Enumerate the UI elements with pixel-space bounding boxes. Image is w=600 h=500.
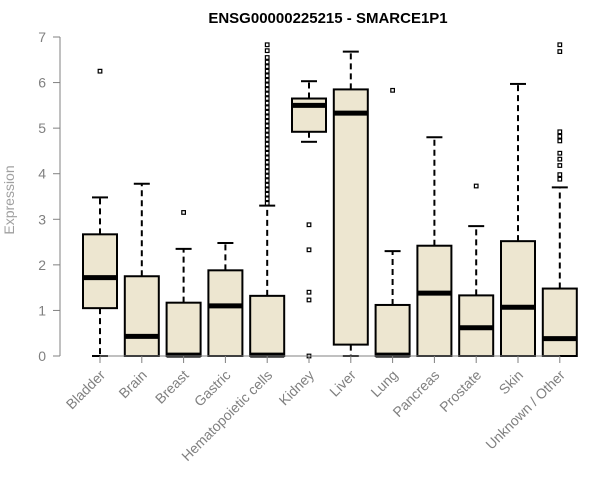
outlier-point bbox=[390, 87, 395, 93]
box-iqr bbox=[541, 287, 578, 358]
box-iqr bbox=[82, 233, 118, 310]
y-tick-label: 5 bbox=[38, 120, 46, 136]
outlier-point bbox=[264, 159, 270, 165]
outlier-point bbox=[306, 247, 312, 253]
outlier-point bbox=[264, 173, 270, 179]
outlier-point bbox=[264, 55, 270, 60]
y-tick-label: 1 bbox=[38, 302, 46, 318]
y-tick-label: 3 bbox=[38, 211, 46, 227]
y-tick-label: 2 bbox=[38, 257, 46, 273]
x-tick-label: Breast bbox=[152, 367, 192, 407]
outlier-point bbox=[557, 49, 563, 54]
outlier-point bbox=[264, 118, 270, 124]
outlier-point bbox=[557, 163, 563, 168]
x-tick-label: Bladder bbox=[63, 367, 109, 413]
box-iqr bbox=[332, 88, 369, 346]
box-skin bbox=[500, 82, 536, 357]
x-tick-label: Kidney bbox=[276, 367, 318, 409]
outlier-point bbox=[557, 172, 563, 178]
box-lung bbox=[374, 87, 411, 358]
outlier-point bbox=[473, 183, 479, 189]
x-tick-label: Brain bbox=[115, 367, 149, 401]
y-axis-title: Expression bbox=[1, 165, 17, 234]
outlier-point bbox=[264, 155, 270, 161]
outlier-point bbox=[264, 191, 270, 197]
outlier-point bbox=[264, 132, 270, 138]
outlier-point bbox=[557, 156, 563, 162]
box-iqr bbox=[374, 303, 411, 357]
box-iqr bbox=[165, 301, 202, 357]
x-tick-label: Unknown / Other bbox=[482, 367, 568, 453]
outlier-point bbox=[264, 146, 270, 152]
outlier-point bbox=[264, 169, 270, 174]
box-iqr bbox=[207, 269, 244, 357]
boxes-group bbox=[82, 42, 578, 359]
outlier-point bbox=[264, 59, 270, 65]
outlier-point bbox=[264, 82, 270, 88]
outlier-point bbox=[264, 68, 270, 74]
x-tick-label: Skin bbox=[496, 367, 527, 398]
box-hematopoietic-cells bbox=[249, 42, 286, 358]
box-iqr bbox=[416, 244, 453, 358]
box-iqr bbox=[249, 294, 286, 357]
y-tick-label: 7 bbox=[38, 29, 46, 45]
outlier-point bbox=[557, 133, 563, 139]
outlier-point bbox=[306, 289, 312, 295]
outlier-point bbox=[264, 64, 270, 70]
x-tick-label: Liver bbox=[326, 367, 359, 400]
outlier-point bbox=[306, 297, 312, 303]
outlier-point bbox=[557, 150, 563, 156]
box-gastric bbox=[207, 241, 244, 357]
x-tick-label: Lung bbox=[367, 367, 400, 400]
box-unknown-other bbox=[541, 42, 578, 358]
outlier-point bbox=[264, 123, 270, 129]
box-prostate bbox=[458, 183, 495, 358]
outlier-point bbox=[264, 114, 270, 120]
y-axis: 0 1 2 3 4 5 6 7 bbox=[38, 29, 61, 364]
outlier-point bbox=[181, 210, 187, 215]
outlier-point bbox=[264, 48, 270, 54]
box-iqr bbox=[123, 275, 160, 357]
box-brain bbox=[123, 182, 160, 357]
outlier-point bbox=[264, 128, 270, 133]
outlier-point bbox=[264, 182, 270, 188]
chart-title: ENSG00000225215 - SMARCE1P1 bbox=[208, 10, 447, 27]
outlier-point bbox=[97, 68, 103, 74]
outlier-point bbox=[264, 100, 270, 106]
outlier-point bbox=[557, 129, 563, 135]
outlier-point bbox=[264, 77, 270, 83]
outlier-point bbox=[557, 138, 563, 144]
outlier-point bbox=[264, 150, 270, 156]
box-liver bbox=[332, 50, 369, 357]
box-kidney bbox=[291, 80, 327, 359]
outlier-point bbox=[264, 42, 270, 48]
outlier-point bbox=[264, 196, 270, 202]
y-tick-label: 6 bbox=[38, 75, 46, 91]
y-tick-label: 4 bbox=[38, 166, 46, 182]
x-tick-label: Prostate bbox=[436, 367, 484, 415]
outlier-point bbox=[557, 42, 563, 48]
outlier-point bbox=[264, 187, 270, 193]
outlier-point bbox=[264, 141, 270, 147]
box-bladder bbox=[82, 68, 118, 357]
outlier-point bbox=[264, 109, 270, 115]
outlier-point bbox=[264, 73, 270, 79]
outlier-point bbox=[264, 105, 270, 111]
outlier-point bbox=[264, 164, 270, 170]
outlier-point bbox=[264, 96, 270, 101]
outlier-point bbox=[264, 200, 270, 206]
box-breast bbox=[165, 210, 202, 358]
y-tick-label: 0 bbox=[38, 348, 46, 364]
box-iqr bbox=[500, 240, 536, 357]
outlier-point bbox=[264, 178, 270, 183]
outlier-point bbox=[557, 176, 563, 182]
outlier-point bbox=[264, 137, 270, 142]
outlier-point bbox=[264, 87, 270, 92]
box-pancreas bbox=[416, 136, 453, 358]
outlier-point bbox=[306, 222, 312, 228]
outlier-point bbox=[264, 91, 270, 97]
